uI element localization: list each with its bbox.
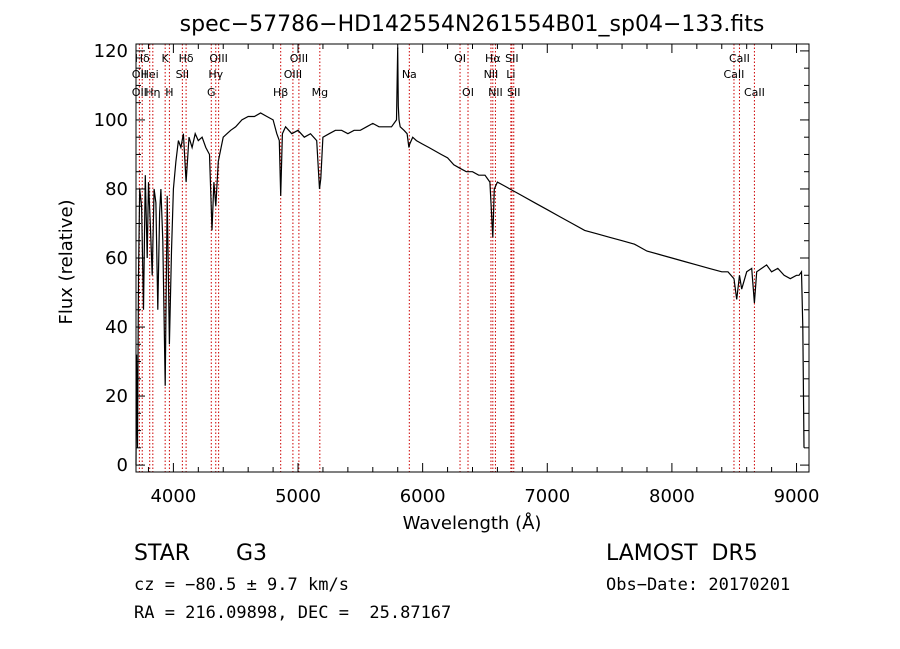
line-label: SII (176, 68, 189, 81)
line-marker-group (138, 44, 755, 472)
object-subclass: G3 (236, 541, 268, 566)
y-tick-label: 40 (105, 317, 128, 338)
redshift-value: cz = −80.5 ± 9.7 km/s (134, 575, 349, 595)
chart-title: spec−57786−HD142554N261554B01_sp04−133.f… (180, 12, 765, 37)
line-label: Hβ (273, 86, 288, 99)
line-label: H (165, 86, 173, 99)
line-label: OIII (284, 68, 302, 81)
observation-date: Obs−Date: 20170201 (606, 575, 791, 595)
x-tick-label: 8000 (649, 486, 695, 507)
line-label: OI (454, 52, 466, 65)
line-label: Hη (145, 86, 160, 99)
line-label: K (162, 52, 170, 65)
line-label: Hei (141, 68, 159, 81)
line-label: CaII (744, 86, 765, 99)
line-label: SII (505, 52, 518, 65)
survey-name: LAMOST DR5 (606, 541, 758, 566)
x-tick-label: 6000 (400, 486, 446, 507)
line-label: CaII (729, 52, 750, 65)
object-class: STAR (134, 541, 191, 566)
line-label: Mg (312, 86, 328, 99)
line-label: Li (506, 68, 515, 81)
y-tick-label: 100 (94, 110, 128, 131)
line-label: Hγ (208, 68, 223, 81)
line-label: CaII (724, 68, 745, 81)
line-label: Na (402, 68, 417, 81)
y-tick-label: 120 (94, 41, 128, 62)
y-tick-label: 80 (105, 179, 128, 200)
x-tick-label: 7000 (524, 486, 570, 507)
line-label: OII (132, 86, 147, 99)
y-axis: 0 20 40 60 80 100 120 (94, 41, 809, 476)
line-label: Hδ (179, 52, 194, 65)
x-tick-label: 5000 (275, 486, 321, 507)
line-label: SII (507, 86, 520, 99)
y-tick-label: 20 (105, 386, 128, 407)
plot-frame (135, 43, 810, 473)
line-label: Hα (485, 52, 501, 65)
x-axis-label: Wavelength (Å) (403, 512, 542, 534)
x-tick-label: 9000 (774, 486, 820, 507)
coordinates: RA = 216.09898, DEC = 25.87167 (134, 603, 452, 623)
line-label: OIII (290, 52, 308, 65)
line-label: NII (484, 68, 499, 81)
x-tick-label: 4000 (150, 486, 196, 507)
y-tick-label: 0 (117, 455, 128, 476)
line-label: G (207, 86, 216, 99)
line-label: OI (462, 86, 474, 99)
y-tick-label: 60 (105, 248, 128, 269)
y-axis-label: Flux (relative) (56, 199, 77, 324)
spectrum-line (135, 47, 805, 466)
x-axis: 4000 5000 6000 7000 8000 9000 (147, 44, 820, 507)
line-label: Hδ (135, 52, 150, 65)
line-label: NII (488, 86, 503, 99)
line-label: OII (132, 68, 147, 81)
line-label: OIII (209, 52, 227, 65)
